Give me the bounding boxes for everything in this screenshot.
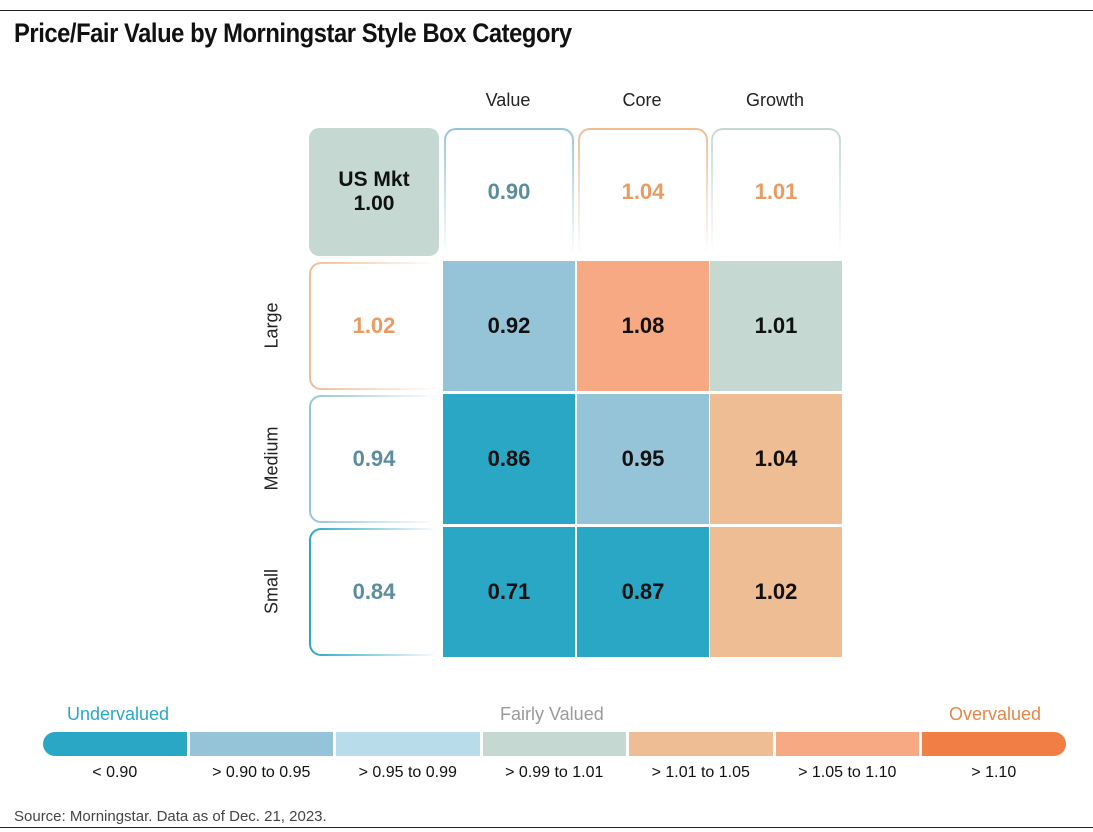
legend-overvalued-label: Overvalued — [949, 704, 1042, 724]
legend-bin-label-4: > 0.99 to 1.01 — [505, 764, 604, 781]
column-total-growth: 1.01 — [711, 128, 841, 256]
row-heading-large: Large — [261, 302, 282, 349]
row-total-large-value: 1.02 — [311, 264, 437, 388]
us-market-label: US Mkt — [338, 168, 410, 191]
row-heading-medium: Medium — [261, 426, 282, 491]
chart-title: Price/Fair Value by Morningstar Style Bo… — [14, 18, 572, 48]
column-total-value-value: 0.90 — [446, 130, 572, 254]
legend-fairly-valued-label: Fairly Valued — [500, 704, 604, 724]
column-total-core-value: 1.04 — [580, 130, 706, 254]
heatmap-cell-medium-value: 0.86 — [443, 394, 575, 524]
bottom-rule — [0, 827, 1093, 828]
column-heading-core: Core — [622, 90, 662, 110]
heatmap-cell-medium-core: 0.95 — [577, 394, 709, 524]
row-heading-small: Small — [261, 569, 282, 615]
legend-bin-label-2: > 0.90 to 0.95 — [212, 764, 311, 781]
legend-bin-label-5: > 1.01 to 1.05 — [651, 764, 750, 781]
heatmap-cell-small-core: 0.87 — [577, 527, 709, 657]
legend-swatch-3 — [336, 732, 480, 756]
row-total-small-value: 0.84 — [311, 530, 437, 654]
row-total-medium: 0.94 — [309, 395, 439, 523]
legend-bin-label-1: < 0.90 — [92, 764, 138, 781]
row-total-large: 1.02 — [309, 262, 439, 390]
legend-bin-label-6: > 1.05 to 1.10 — [798, 764, 897, 781]
legend-swatch-2 — [189, 732, 333, 756]
legend-swatch-5 — [629, 732, 773, 756]
legend-swatch-1 — [43, 732, 187, 756]
column-heading-value: Value — [485, 90, 531, 110]
legend-swatch-4 — [482, 732, 626, 756]
legend-swatch-7 — [922, 732, 1066, 756]
row-total-small: 0.84 — [309, 528, 439, 656]
row-total-medium-value: 0.94 — [311, 397, 437, 521]
source-note: Source: Morningstar. Data as of Dec. 21,… — [14, 808, 327, 825]
heatmap-cell-large-growth: 1.01 — [710, 261, 842, 391]
legend-bin-label-3: > 0.95 to 0.99 — [358, 764, 457, 781]
us-market-cell: US Mkt 1.00 — [309, 128, 439, 256]
legend-undervalued-label: Undervalued — [67, 704, 170, 724]
top-rule — [0, 10, 1093, 11]
heatmap-cell-small-growth: 1.02 — [710, 527, 842, 657]
heatmap-cell-large-core: 1.08 — [577, 261, 709, 391]
heatmap-cell-large-value: 0.92 — [443, 261, 575, 391]
heatmap-cell-medium-growth: 1.04 — [710, 394, 842, 524]
heatmap-cell-small-value: 0.71 — [443, 527, 575, 657]
us-market-value: 1.00 — [353, 192, 395, 215]
column-total-core: 1.04 — [578, 128, 708, 256]
legend-bin-label-7: > 1.10 — [971, 764, 1017, 781]
column-total-value: 0.90 — [444, 128, 574, 256]
column-heading-growth: Growth — [745, 90, 805, 110]
legend-swatch-6 — [775, 732, 919, 756]
column-total-growth-value: 1.01 — [713, 130, 839, 254]
